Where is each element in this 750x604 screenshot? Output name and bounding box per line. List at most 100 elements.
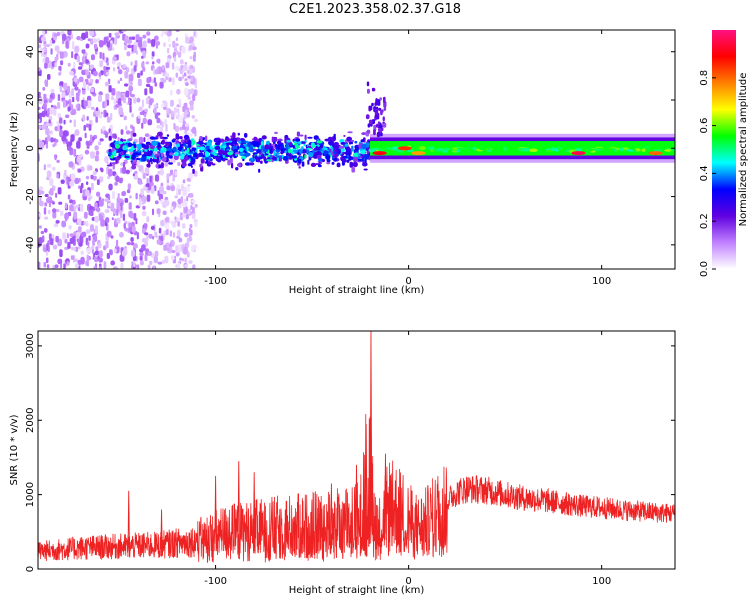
heatmap-noise-blob [189,64,194,70]
heatmap-noise-blob [56,174,59,179]
heatmap-noise-blob [111,217,114,221]
heatmap-noise-blob [176,235,181,239]
heatmap-noise-blob [80,256,85,265]
heatmap-band-blob [299,148,303,155]
heatmap-band-blob [232,132,236,139]
heatmap-spur-blob [381,127,384,132]
carrier-texture [457,147,466,151]
heatmap-noise-blob [42,57,46,63]
heatmap-noise-blob [161,65,165,71]
heatmap-noise-blob [186,177,191,182]
heatmap-noise-blob [55,235,59,243]
heatmap-noise-blob [189,192,194,198]
heatmap-noise-blob [78,185,81,189]
heatmap-noise-blob [53,33,58,37]
snr-spike [369,331,373,527]
heatmap-noise-blob [57,102,61,109]
heatmap-band-blob [271,156,278,161]
heatmap-noise-blob [38,91,41,97]
heatmap-noise-blob [191,115,195,119]
heatmap-noise-blob [143,223,148,229]
heatmap-noise-blob [127,39,133,44]
heatmap-noise-blob [94,155,99,162]
heatmap-band-blob [152,137,158,140]
heatmap-noise-blob [144,232,149,236]
heatmap-noise-blob [188,45,193,51]
heatmap-noise-blob [146,77,151,84]
heatmap-band-blob [271,136,274,143]
heatmap-noise-blob [184,87,189,96]
heatmap-noise-blob [52,143,55,148]
heatmap-band-blob [187,163,193,167]
heatmap-noise-blob [73,247,76,251]
heatmap-band-blob [156,160,159,164]
heatmap-band-blob [260,145,265,151]
heatmap-band-blob [225,136,229,139]
heatmap-noise-blob [182,223,186,229]
heatmap-noise-blob [81,231,87,238]
heatmap-noise-blob [75,104,79,109]
heatmap-noise-blob [114,248,117,253]
heatmap-band-blob [249,158,252,162]
heatmap-noise-blob [100,168,104,173]
heatmap-band-blob [280,150,284,155]
heatmap-noise-blob [45,128,50,136]
bottom-y-tick-label: 0 [25,566,36,572]
heatmap-band-blob [361,143,367,150]
heatmap-noise-blob [146,234,149,242]
heatmap-noise-blob [113,98,116,105]
heatmap-noise-blob [78,62,83,66]
heatmap-noise-blob [144,113,147,118]
heatmap-noise-blob [187,208,191,215]
heatmap-noise-blob [47,74,51,80]
heatmap-noise-blob [129,195,132,199]
heatmap-noise-blob [91,182,94,191]
carrier-texture [502,147,508,151]
heatmap-band-blob [316,140,323,144]
heatmap-noise-blob [175,72,178,78]
snr-spike [355,464,358,543]
heatmap-noise-blob [102,125,106,132]
heatmap-noise-blob [179,257,183,261]
heatmap-noise-blob [120,262,124,269]
heatmap-noise-blob [144,167,150,175]
heatmap-noise-blob [79,203,84,212]
heatmap-band-blob [141,156,147,162]
heatmap-noise-blob [125,90,130,98]
heatmap-noise-blob [185,206,188,212]
heatmap-band-blob [160,152,164,158]
heatmap-band-blob [182,143,187,147]
heatmap-noise-blob [78,137,82,142]
heatmap-noise-blob [155,43,158,49]
heatmap-band-blob [312,153,319,159]
heatmap-noise-blob [38,225,42,229]
heatmap-noise-blob [115,239,119,248]
heatmap-band-blob [141,143,146,148]
snr-spike [160,509,163,557]
carrier-texture [397,149,404,153]
heatmap-noise-blob [87,241,90,247]
heatmap-band-blob [352,161,358,168]
heatmap-band-blob [256,148,261,154]
heatmap-noise-blob [101,198,105,202]
heatmap-band-blob [315,145,321,151]
carrier-texture [594,148,602,151]
heatmap-noise-blob [78,265,81,269]
heatmap-band-blob [233,148,238,153]
snr-spike [237,461,241,549]
heatmap-noise-blob [165,124,168,132]
heatmap-noise-blob [90,87,95,93]
heatmap-noise-blob [38,186,44,191]
heatmap-noise-blob [135,192,138,200]
heatmap-noise-blob [96,206,100,213]
heatmap-band-blob [199,163,203,168]
heatmap-noise-blob [142,40,147,49]
heatmap-noise-blob [105,240,109,249]
heatmap-noise-blob [171,250,176,253]
heatmap-noise-blob [41,124,47,130]
snr-spike [364,423,368,521]
heatmap-noise-blob [88,235,91,241]
heatmap-band-blob [232,137,238,142]
heatmap-noise-blob [174,125,180,133]
heatmap-noise-blob [128,36,132,41]
